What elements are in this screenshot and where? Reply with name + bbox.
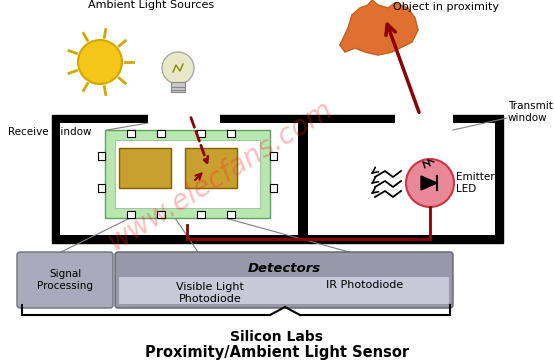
Text: Proximity/Ambient Light Sensor: Proximity/Ambient Light Sensor <box>145 346 409 360</box>
Bar <box>98 184 105 192</box>
Bar <box>98 152 105 160</box>
Text: Object in proximity: Object in proximity <box>393 2 499 12</box>
Bar <box>185 148 237 188</box>
FancyBboxPatch shape <box>119 277 449 304</box>
Text: Emitter
LED: Emitter LED <box>456 172 495 194</box>
Polygon shape <box>340 0 418 55</box>
Bar <box>197 211 205 218</box>
Bar <box>148 113 220 123</box>
Bar <box>197 130 205 137</box>
Bar <box>52 115 503 243</box>
FancyBboxPatch shape <box>17 252 113 308</box>
Bar <box>227 130 235 137</box>
Polygon shape <box>421 176 437 190</box>
Bar <box>157 211 165 218</box>
Text: Silicon Labs: Silicon Labs <box>230 330 324 344</box>
Circle shape <box>78 40 122 84</box>
Text: Transmit
window: Transmit window <box>508 101 553 123</box>
Bar <box>270 184 277 192</box>
Text: Visible Light
Photodiode: Visible Light Photodiode <box>176 282 244 304</box>
Bar <box>105 130 270 218</box>
Text: Signal
Processing: Signal Processing <box>37 269 93 291</box>
Bar <box>270 152 277 160</box>
Text: Ambient Light Sources: Ambient Light Sources <box>88 0 214 10</box>
Text: IR Photodiode: IR Photodiode <box>326 280 404 290</box>
FancyBboxPatch shape <box>115 252 453 308</box>
Circle shape <box>406 159 454 207</box>
Circle shape <box>162 52 194 84</box>
Text: www.elecfans.com: www.elecfans.com <box>102 94 337 256</box>
Text: Detectors: Detectors <box>248 262 321 276</box>
Bar <box>157 130 165 137</box>
Bar <box>127 130 135 137</box>
Bar <box>115 140 260 208</box>
Bar <box>171 82 185 92</box>
Bar <box>227 211 235 218</box>
Bar <box>298 123 308 235</box>
Text: Receive window: Receive window <box>8 127 91 137</box>
Bar <box>395 113 453 123</box>
Bar <box>127 211 135 218</box>
Bar <box>60 123 495 235</box>
Bar <box>119 148 171 188</box>
